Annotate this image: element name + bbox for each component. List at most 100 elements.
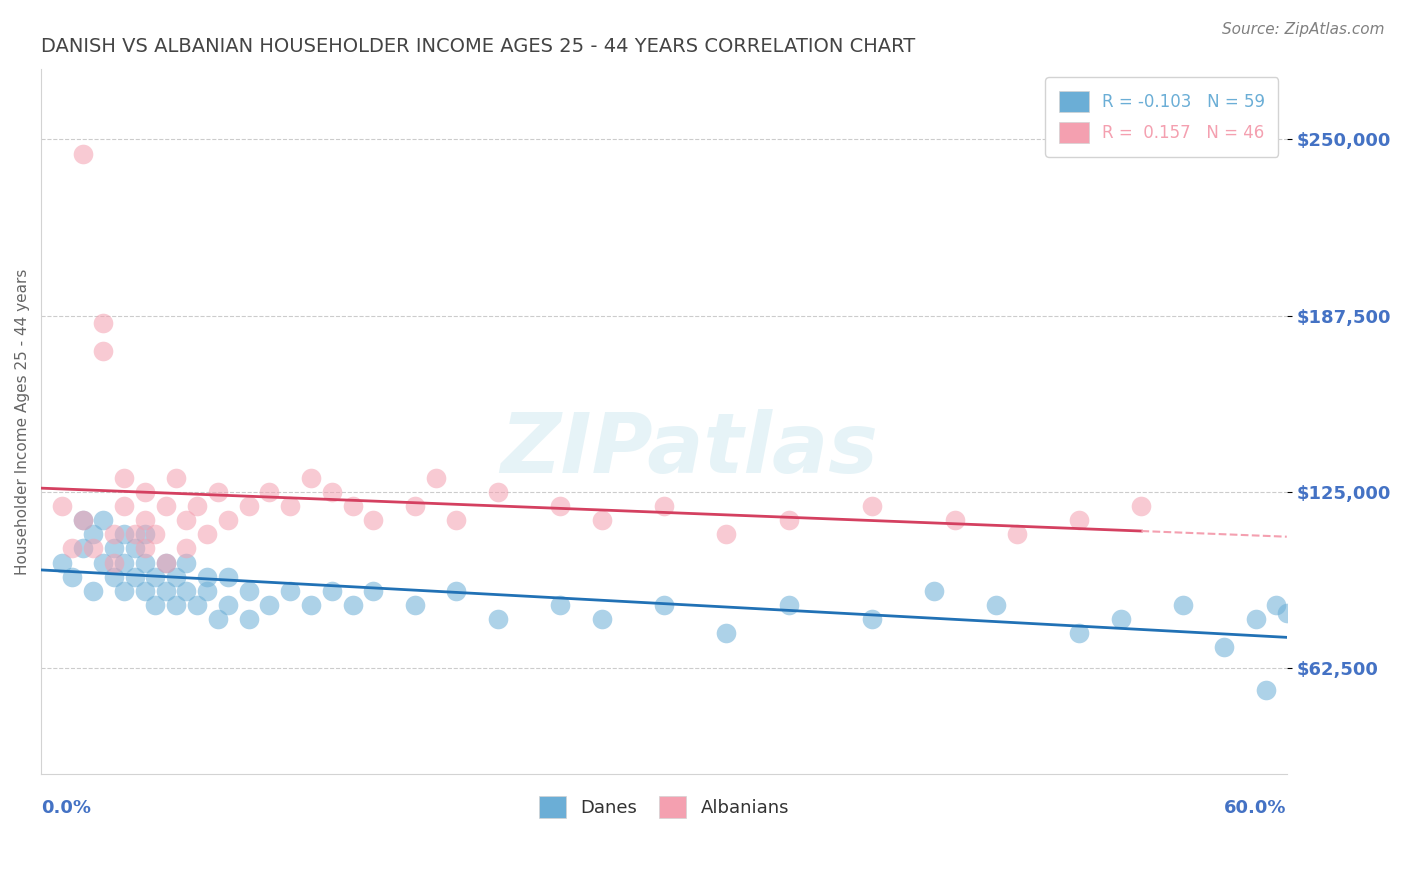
Point [112,499,135,513]
Point [1005,527,1028,541]
Point [93,316,115,330]
Point [1244,612,1267,626]
Point [134,583,156,598]
Point [112,583,135,598]
Point [922,583,945,598]
Point [321,583,343,598]
Point [278,499,301,513]
Point [112,471,135,485]
Point [134,541,156,556]
Point [860,612,883,626]
Point [342,598,364,612]
Point [60,541,83,556]
Point [361,583,384,598]
Point [217,513,239,527]
Point [217,570,239,584]
Point [93,556,115,570]
Point [72,513,94,527]
Point [652,499,675,513]
Text: DANISH VS ALBANIAN HOUSEHOLDER INCOME AGES 25 - 44 YEARS CORRELATION CHART: DANISH VS ALBANIAN HOUSEHOLDER INCOME AG… [41,37,915,56]
Point [176,513,198,527]
Point [103,556,125,570]
Point [1069,513,1091,527]
Point [278,583,301,598]
Point [548,499,571,513]
Text: ZIPatlas: ZIPatlas [501,409,877,491]
Point [93,344,115,359]
Legend: Danes, Albanians: Danes, Albanians [531,789,796,825]
Point [1254,682,1277,697]
Point [165,598,187,612]
Point [1109,612,1132,626]
Point [134,513,156,527]
Point [72,513,94,527]
Point [60,570,83,584]
Point [984,598,1007,612]
Point [591,513,613,527]
Point [51,556,73,570]
Point [446,513,468,527]
Point [486,612,509,626]
Point [860,499,883,513]
Point [82,541,104,556]
Point [548,598,571,612]
Point [93,513,115,527]
Point [299,471,322,485]
Text: 0.0%: 0.0% [41,799,91,817]
Point [82,583,104,598]
Point [1213,640,1236,655]
Point [72,541,94,556]
Point [124,541,146,556]
Point [1265,598,1288,612]
Point [321,485,343,500]
Point [176,583,198,598]
Point [155,499,177,513]
Point [165,570,187,584]
Point [716,527,738,541]
Point [186,598,208,612]
Point [778,598,800,612]
Point [195,570,218,584]
Point [103,541,125,556]
Point [342,499,364,513]
Point [1069,626,1091,640]
Point [155,556,177,570]
Y-axis label: Householder Income Ages 25 - 44 years: Householder Income Ages 25 - 44 years [15,268,30,574]
Point [186,499,208,513]
Point [143,598,166,612]
Point [124,570,146,584]
Point [591,612,613,626]
Text: 60.0%: 60.0% [1225,799,1286,817]
Point [652,598,675,612]
Point [1171,598,1194,612]
Point [143,527,166,541]
Point [195,583,218,598]
Point [238,499,260,513]
Point [51,499,73,513]
Point [217,598,239,612]
Point [361,513,384,527]
Point [103,570,125,584]
Point [404,499,426,513]
Point [404,598,426,612]
Point [259,598,281,612]
Point [176,541,198,556]
Point [134,485,156,500]
Point [134,556,156,570]
Point [195,527,218,541]
Point [103,527,125,541]
Point [259,485,281,500]
Point [112,556,135,570]
Point [155,583,177,598]
Point [207,612,229,626]
Point [425,471,447,485]
Point [238,612,260,626]
Point [72,146,94,161]
Point [486,485,509,500]
Point [1130,499,1153,513]
Point [238,583,260,598]
Point [716,626,738,640]
Point [176,556,198,570]
Point [943,513,966,527]
Text: Source: ZipAtlas.com: Source: ZipAtlas.com [1222,22,1385,37]
